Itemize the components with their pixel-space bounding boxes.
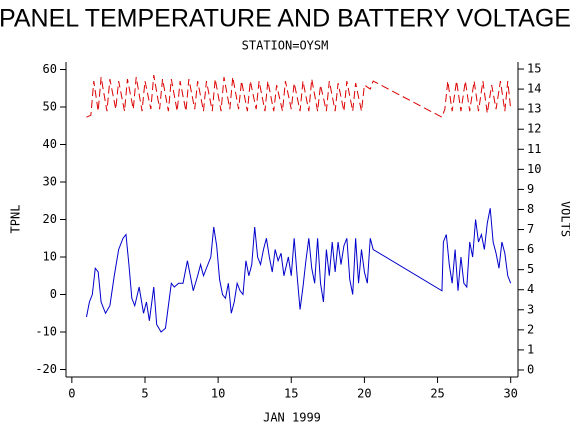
x-tick-label: 5 (141, 387, 148, 401)
x-tick-label: 20 (357, 387, 371, 401)
y2-tick-label: 11 (527, 142, 541, 156)
x-tick-label: 25 (430, 387, 444, 401)
y2-tick-label: 6 (527, 242, 534, 256)
y-tick-label: 10 (43, 250, 57, 264)
x-tick-label: 10 (211, 387, 225, 401)
y2-tick-label: 14 (527, 82, 541, 96)
chart-subtitle: STATION=OYSM (242, 39, 329, 53)
x-tick-label: 15 (284, 387, 298, 401)
y-tick-label: -20 (35, 362, 57, 376)
series-line (85, 208, 512, 333)
y-tick-label: 50 (43, 100, 57, 114)
y2-tick-label: 3 (527, 302, 534, 316)
y2-axis-label: VOLTS (559, 201, 570, 237)
x-tick-label: 30 (503, 387, 517, 401)
chart-title: PANEL TEMPERATURE AND BATTERY VOLTAGE (0, 5, 570, 33)
y-tick-label: 20 (43, 212, 57, 226)
y2-tick-label: 15 (527, 62, 541, 76)
y2-tick-label: 12 (527, 122, 541, 136)
y2-tick-label: 10 (527, 162, 541, 176)
y2-tick-label: 13 (527, 102, 541, 116)
series-line (86, 74, 512, 118)
y-tick-label: 0 (50, 287, 57, 301)
y2-tick-label: 0 (527, 362, 534, 376)
y2-tick-label: 2 (527, 322, 534, 336)
y2-tick-label: 1 (527, 342, 534, 356)
x-tick-label: 0 (68, 387, 75, 401)
y-tick-label: -10 (35, 325, 57, 339)
y-tick-label: 60 (43, 62, 57, 76)
y-tick-label: 30 (43, 175, 57, 189)
y2-tick-label: 5 (527, 262, 534, 276)
y2-tick-label: 4 (527, 282, 534, 296)
y2-tick-label: 7 (527, 222, 534, 236)
x-axis-label: JAN 1999 (263, 411, 321, 425)
y2-tick-label: 9 (527, 182, 534, 196)
y2-tick-label: 8 (527, 202, 534, 216)
y-tick-label: 40 (43, 137, 57, 151)
y-axis-label: TPNL (9, 205, 23, 234)
